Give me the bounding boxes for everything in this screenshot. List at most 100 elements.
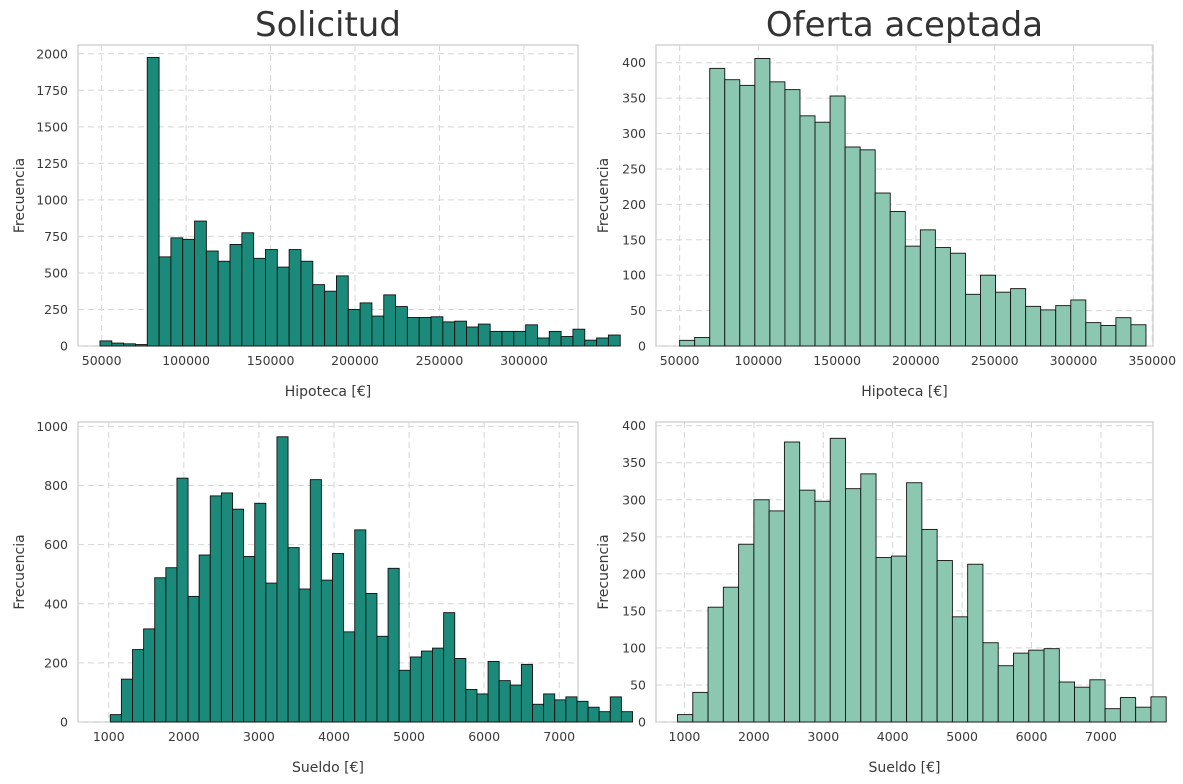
histogram-bar <box>904 245 921 347</box>
y-tick-label: 250 <box>622 529 646 544</box>
histogram-bar <box>365 592 378 723</box>
histogram-bar <box>477 323 491 347</box>
y-tick-label: 400 <box>622 55 646 70</box>
y-tick-label: 600 <box>44 537 68 552</box>
x-tick-label: 300000 <box>500 353 548 368</box>
histogram-bar <box>572 328 586 347</box>
y-tick-label: 200 <box>44 655 68 670</box>
histogram-bar <box>509 684 522 723</box>
chart-panel-2: 50000 100000 150000 200000 250000 300000 35000… <box>596 5 1176 400</box>
histogram-bar <box>109 714 122 723</box>
histogram-bar <box>420 650 433 723</box>
x-tick-label: 3000 <box>807 729 839 744</box>
histogram-bar <box>967 563 984 723</box>
y-tick-label: 250 <box>622 161 646 176</box>
x-tick-label: 300000 <box>1050 353 1098 368</box>
y-tick-label: 0 <box>60 339 68 354</box>
histogram-bar <box>707 606 724 723</box>
histogram-bar <box>936 560 953 723</box>
histogram-bar <box>170 237 184 347</box>
x-tick-label: 6000 <box>468 729 500 744</box>
histogram-bar <box>1025 305 1042 347</box>
histogram-bar <box>620 711 633 723</box>
histogram-bar <box>198 554 211 723</box>
histogram-bar <box>324 290 337 347</box>
histogram-bar <box>934 247 951 347</box>
histogram-bar <box>694 337 711 347</box>
histogram-bar <box>406 317 420 347</box>
x-tick-label: 7000 <box>543 729 575 744</box>
y-tick-label: 1000 <box>36 419 68 434</box>
y-tick-label: 0 <box>638 339 646 354</box>
histogram-bar <box>1058 681 1076 723</box>
x-tick-label: 1000 <box>93 729 125 744</box>
histogram-bar <box>1010 288 1027 347</box>
x-tick-label: 5000 <box>946 729 978 744</box>
histogram-bar <box>432 647 445 723</box>
histogram-bar <box>276 266 290 347</box>
histogram-bar <box>724 79 741 347</box>
histogram-bar <box>254 502 267 723</box>
histogram-bar <box>489 330 503 347</box>
histogram-bar <box>513 330 527 347</box>
x-tick-label: 7000 <box>1085 729 1117 744</box>
x-tick-label: 350000 <box>1128 353 1176 368</box>
histogram-bar <box>111 342 125 347</box>
histogram-bar <box>537 337 550 347</box>
histogram-bar <box>466 326 479 347</box>
histogram-bar <box>548 330 562 347</box>
histogram-bar <box>769 81 786 347</box>
x-tick-label: 50000 <box>82 353 122 368</box>
histogram-bar <box>951 616 969 723</box>
x-tick-label: 4000 <box>877 729 909 744</box>
histogram-bar <box>890 555 908 723</box>
histogram-bar <box>587 706 600 723</box>
histogram-bar <box>354 529 367 723</box>
histogram-bar <box>288 249 302 347</box>
y-tick-label: 200 <box>622 566 646 581</box>
histogram-bar <box>783 441 801 723</box>
histogram-bar <box>677 714 694 723</box>
x-axis-label: Hipoteca [€] <box>285 384 372 400</box>
histogram-bar <box>1028 649 1045 723</box>
histogram-bar <box>997 665 1014 723</box>
histogram-bar <box>906 482 923 723</box>
histogram-bar <box>799 115 816 347</box>
y-tick-label: 800 <box>44 478 68 493</box>
x-tick-label: 150000 <box>247 353 295 368</box>
histogram-bar <box>754 58 771 347</box>
histogram-bar <box>194 220 207 347</box>
histogram-bar <box>454 658 467 723</box>
histogram-bar <box>859 149 876 347</box>
x-tick-label: 50000 <box>660 353 700 368</box>
histogram-bar <box>532 703 545 723</box>
histogram-bar <box>1085 322 1102 347</box>
x-tick-label: 250000 <box>971 353 1019 368</box>
histogram-bar <box>1074 686 1091 723</box>
histogram-bar <box>229 243 243 347</box>
histogram-bar <box>158 256 172 347</box>
histogram-bar <box>276 436 289 723</box>
histogram-bar <box>347 309 361 347</box>
histogram-bar <box>165 567 178 723</box>
x-tick-label: 150000 <box>813 353 861 368</box>
histogram-bar <box>132 649 145 723</box>
histogram-bar <box>395 306 408 347</box>
y-tick-label: 150 <box>622 232 646 247</box>
histogram-bar <box>995 291 1012 347</box>
histogram-bar <box>738 543 755 723</box>
x-axis-label: Sueldo [€] <box>292 760 364 776</box>
histogram-bar <box>243 556 256 723</box>
histogram-bar <box>598 711 611 723</box>
histogram-bar <box>300 260 314 347</box>
histogram-bar <box>442 321 456 347</box>
y-tick-label: 150 <box>622 603 646 618</box>
y-axis-label: Frecuencia <box>596 158 612 233</box>
histogram-bar <box>874 192 891 347</box>
histogram-bar <box>498 680 511 723</box>
x-tick-label: 250000 <box>416 353 464 368</box>
x-tick-label: 200000 <box>331 353 379 368</box>
histogram-bar <box>1119 697 1137 723</box>
histogram-bar <box>982 642 999 723</box>
